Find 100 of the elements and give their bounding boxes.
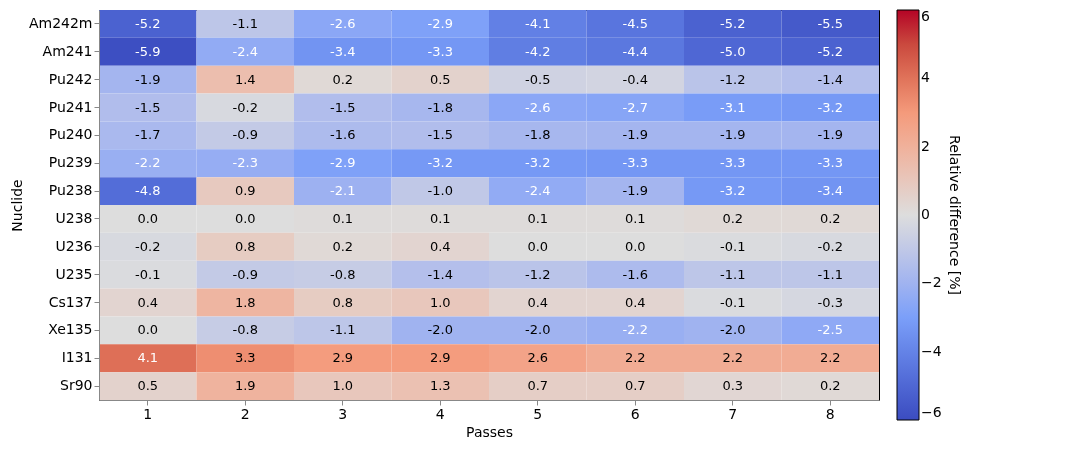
- data-label: -2.5: [817, 322, 843, 338]
- data-label: -2.0: [720, 322, 746, 338]
- data-label: 0.4: [429, 238, 451, 254]
- data-label: -1.8: [427, 99, 453, 115]
- data-label: -0.1: [720, 294, 746, 310]
- data-label: 0.8: [234, 238, 256, 254]
- data-label: -0.2: [232, 99, 258, 115]
- data-label: 0.7: [624, 378, 646, 394]
- data-label: -4.2: [525, 43, 551, 59]
- data-label: 0.2: [722, 210, 744, 226]
- data-label: -3.3: [622, 155, 648, 171]
- y-tick-label: Pu239: [48, 154, 93, 171]
- data-label: 2.6: [527, 350, 549, 366]
- y-tick-label: Pu242: [48, 70, 93, 87]
- x-tick-label: 8: [825, 405, 835, 422]
- data-label: -1.6: [622, 266, 648, 282]
- data-label: -2.1: [330, 183, 356, 199]
- data-label: 0.0: [527, 238, 549, 254]
- data-label: -3.3: [427, 43, 453, 59]
- y-tick-label: Sr90: [60, 377, 93, 394]
- data-label: -1.1: [232, 15, 258, 31]
- color-bar-label: 4: [921, 69, 930, 86]
- data-label: -1.8: [525, 127, 551, 143]
- y-tick-label: Pu240: [48, 126, 93, 143]
- data-label: -0.4: [622, 71, 648, 87]
- data-label: 1.0: [332, 378, 354, 394]
- data-label: -3.4: [330, 43, 356, 59]
- data-label: -1.5: [135, 99, 161, 115]
- data-label: -2.0: [525, 322, 551, 338]
- data-label: -1.4: [817, 71, 843, 87]
- data-label: -1.0: [427, 183, 453, 199]
- data-label: -2.4: [232, 43, 258, 59]
- data-label: -2.9: [427, 15, 453, 31]
- data-label: 0.2: [819, 378, 841, 394]
- data-label: 0.1: [332, 210, 354, 226]
- data-label: 2.2: [819, 350, 841, 366]
- data-label: -1.5: [427, 127, 453, 143]
- data-label: -2.3: [232, 155, 258, 171]
- data-label: -2.2: [135, 155, 161, 171]
- data-label: 0.8: [332, 294, 354, 310]
- data-label: -0.8: [232, 322, 258, 338]
- data-label: 0.0: [137, 322, 159, 338]
- data-label: 0.9: [234, 183, 256, 199]
- data-label: 0.1: [624, 210, 646, 226]
- data-label: 0.5: [429, 71, 451, 87]
- data-label: -3.2: [720, 183, 746, 199]
- data-label: -2.9: [330, 155, 356, 171]
- y-tick-label: U238: [55, 209, 93, 226]
- data-label: -1.9: [622, 183, 648, 199]
- data-label: 0.1: [429, 210, 451, 226]
- y-tick-label: I131: [61, 349, 93, 366]
- y-tick-label: U235: [55, 265, 93, 282]
- data-label: 2.9: [332, 350, 354, 366]
- data-label: -2.0: [427, 322, 453, 338]
- x-tick-label: 5: [533, 405, 543, 422]
- data-label: -3.3: [817, 155, 843, 171]
- data-label: -0.1: [720, 238, 746, 254]
- data-label: -3.2: [427, 155, 453, 171]
- data-label: 4.1: [137, 350, 159, 366]
- data-label: -2.6: [330, 15, 356, 31]
- y-tick-label: Xe135: [48, 321, 93, 338]
- y-tick-label: Pu241: [48, 98, 93, 115]
- data-label: 0.7: [527, 378, 549, 394]
- data-label: 0.4: [624, 294, 646, 310]
- data-label: -5.9: [135, 43, 161, 59]
- data-label: -1.7: [135, 127, 161, 143]
- data-label: -5.2: [817, 43, 843, 59]
- data-label: 0.2: [332, 238, 354, 254]
- data-label: 0.0: [234, 210, 256, 226]
- data-label: -2.4: [525, 183, 551, 199]
- data-label: -0.8: [330, 266, 356, 282]
- data-label: 0.4: [527, 294, 549, 310]
- y-tick-label: Cs137: [48, 293, 93, 310]
- x-axis-title: Passes: [466, 423, 513, 440]
- data-label: 1.9: [234, 378, 256, 394]
- data-label: -4.1: [525, 15, 551, 31]
- data-label: -4.5: [622, 15, 648, 31]
- data-label: 0.3: [722, 378, 744, 394]
- color-bar-label: −6: [921, 404, 942, 420]
- data-label: 0.5: [137, 378, 159, 394]
- data-label: -0.5: [525, 71, 551, 87]
- data-label: 0.4: [137, 294, 159, 310]
- data-label: -1.9: [817, 127, 843, 143]
- x-tick-label: 3: [338, 405, 348, 422]
- data-label: -3.3: [720, 155, 746, 171]
- data-label: -2.6: [525, 99, 551, 115]
- data-label: -1.2: [720, 71, 746, 87]
- y-tick-label: U236: [55, 237, 93, 254]
- data-label: 1.3: [429, 378, 451, 394]
- color-bar-label: −4: [921, 342, 942, 359]
- y-tick-label: Am242m: [28, 14, 93, 31]
- data-label: 0.2: [332, 71, 354, 87]
- data-label: -1.6: [330, 127, 356, 143]
- data-label: -3.4: [817, 183, 843, 199]
- data-label: 2.2: [624, 350, 646, 366]
- data-label: -1.1: [720, 266, 746, 282]
- data-label: -1.9: [135, 71, 161, 87]
- data-label: -2.2: [622, 322, 648, 338]
- data-label: 0.2: [819, 210, 841, 226]
- x-tick-label: 7: [728, 405, 738, 422]
